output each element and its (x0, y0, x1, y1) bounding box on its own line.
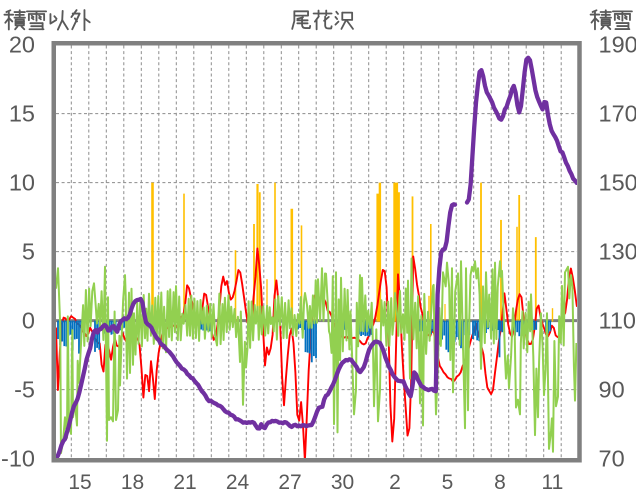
svg-text:30: 30 (331, 471, 354, 494)
svg-text:18: 18 (121, 471, 144, 494)
svg-text:150: 150 (599, 170, 636, 196)
svg-text:10: 10 (9, 170, 35, 196)
svg-text:27: 27 (278, 471, 301, 494)
svg-text:-5: -5 (14, 377, 35, 403)
svg-text:15: 15 (9, 101, 35, 127)
svg-text:130: 130 (599, 239, 636, 265)
svg-text:20: 20 (9, 32, 35, 58)
svg-text:11: 11 (541, 471, 563, 494)
svg-text:70: 70 (599, 446, 625, 472)
svg-text:15: 15 (68, 471, 91, 494)
svg-text:-10: -10 (1, 446, 35, 472)
svg-text:90: 90 (599, 377, 625, 403)
svg-text:5: 5 (22, 239, 35, 265)
svg-text:8: 8 (494, 471, 506, 494)
svg-text:110: 110 (599, 308, 636, 334)
svg-text:0: 0 (22, 308, 35, 334)
svg-text:5: 5 (442, 471, 454, 494)
svg-text:24: 24 (226, 471, 250, 494)
svg-text:21: 21 (173, 471, 196, 494)
svg-text:190: 190 (599, 32, 636, 58)
svg-text:2: 2 (389, 471, 401, 494)
svg-text:170: 170 (599, 101, 636, 127)
